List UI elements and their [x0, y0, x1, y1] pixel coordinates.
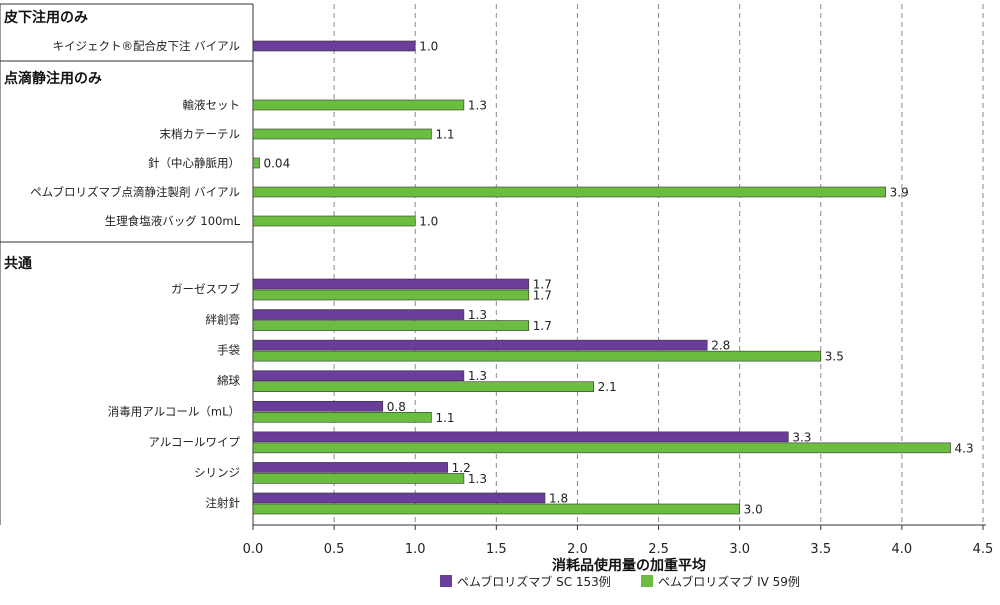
x-tick-label: 2.5 — [648, 542, 669, 557]
category-label: キイジェクト®配合皮下注 バイアル — [52, 39, 240, 53]
category-label: アルコールワイプ — [148, 435, 240, 449]
category-label: 消毒用アルコール（mL） — [108, 404, 240, 418]
data-label-iv: 1.7 — [533, 289, 552, 303]
bar-iv — [252, 289, 530, 301]
bar-sc — [252, 278, 530, 290]
category-label: 手袋 — [217, 343, 240, 357]
x-tick-label: 0.5 — [324, 542, 345, 557]
x-tick-label: 1.5 — [486, 542, 507, 557]
category-label: ガーゼスワブ — [171, 282, 240, 296]
x-tick-label: 4.5 — [973, 542, 994, 557]
bar-layer — [252, 40, 951, 515]
bar-iv — [252, 411, 432, 423]
bar-iv — [252, 503, 740, 515]
bar-iv — [252, 442, 951, 454]
category-label: 注射針 — [206, 496, 241, 510]
data-label-sc: 1.3 — [468, 369, 487, 383]
data-label-iv: 3.9 — [890, 186, 909, 200]
data-label-iv: 1.0 — [419, 215, 438, 229]
bar-iv — [252, 473, 465, 484]
bar-iv — [252, 320, 530, 331]
x-tick-label: 2.0 — [567, 542, 588, 557]
legend-swatch-iv — [641, 575, 653, 587]
data-label-sc: 1.0 — [419, 40, 438, 54]
bar-sc — [252, 309, 465, 320]
bar-iv — [252, 128, 432, 140]
group-title: 皮下注用のみ — [3, 9, 88, 26]
data-label-iv: 0.04 — [263, 157, 290, 171]
data-label-iv: 1.1 — [435, 128, 454, 142]
bar-iv — [252, 157, 260, 169]
bar-iv — [252, 381, 594, 393]
bar-iv — [252, 215, 416, 227]
category-label: 綿球 — [217, 374, 240, 388]
legend-label-iv: ペムブロリズマブ IV 59例 — [658, 574, 800, 589]
data-label-iv: 1.7 — [533, 319, 552, 333]
data-label-iv: 3.0 — [744, 502, 763, 516]
bar-iv — [252, 186, 886, 198]
legend-label-sc: ペムブロリズマブ SC 153例 — [457, 574, 611, 589]
data-label-iv: 4.3 — [955, 441, 974, 455]
bar-sc — [252, 370, 465, 382]
legend: ペムブロリズマブ SC 153例 ペムブロリズマブ IV 59例 — [440, 574, 800, 589]
category-label: シリンジ — [194, 465, 240, 479]
data-label-sc: 1.7 — [533, 278, 552, 292]
category-label: 輸液セット — [183, 98, 241, 112]
x-axis-title: 消耗品使用量の加重平均 — [552, 557, 706, 574]
category-label: 絆創膏 — [206, 313, 241, 327]
group-title: 点滴静注用のみ — [4, 70, 102, 87]
bar-iv — [252, 99, 465, 111]
x-tick-label: 4.0 — [892, 542, 913, 557]
bar-iv — [252, 350, 822, 362]
x-tick-label: 0.0 — [243, 542, 264, 557]
bar-sc — [252, 492, 546, 504]
data-label-iv: 3.5 — [825, 350, 844, 364]
category-label: 針（中心静脈用） — [148, 156, 240, 170]
data-label-sc: 1.8 — [549, 491, 568, 505]
data-label-iv: 1.1 — [435, 411, 454, 425]
data-label-sc: 2.8 — [711, 339, 730, 353]
bar-sc — [252, 339, 708, 351]
bar-sc — [252, 431, 789, 443]
data-label-iv: 2.1 — [598, 380, 617, 394]
data-label-iv: 1.3 — [468, 99, 487, 113]
x-tick-label: 3.5 — [810, 542, 831, 557]
bar-sc — [252, 40, 416, 52]
data-label-iv: 1.3 — [468, 472, 487, 486]
bar-sc — [252, 400, 384, 412]
category-label: 末梢カテーテル — [160, 127, 241, 141]
x-tick-label: 1.0 — [405, 542, 426, 557]
data-label-sc: 1.2 — [452, 461, 471, 475]
category-label: ペムブロリズマブ点滴静注製剤 バイアル — [30, 185, 240, 199]
category-label: 生理食塩液バッグ 100mL — [105, 214, 241, 228]
data-label-sc: 1.3 — [468, 308, 487, 322]
data-label-sc: 3.3 — [792, 430, 811, 444]
data-label-sc: 0.8 — [387, 400, 406, 414]
x-tick-label: 3.0 — [729, 542, 750, 557]
legend-swatch-sc — [440, 575, 452, 587]
group-title: 共通 — [4, 255, 32, 272]
bar-sc — [252, 462, 448, 473]
